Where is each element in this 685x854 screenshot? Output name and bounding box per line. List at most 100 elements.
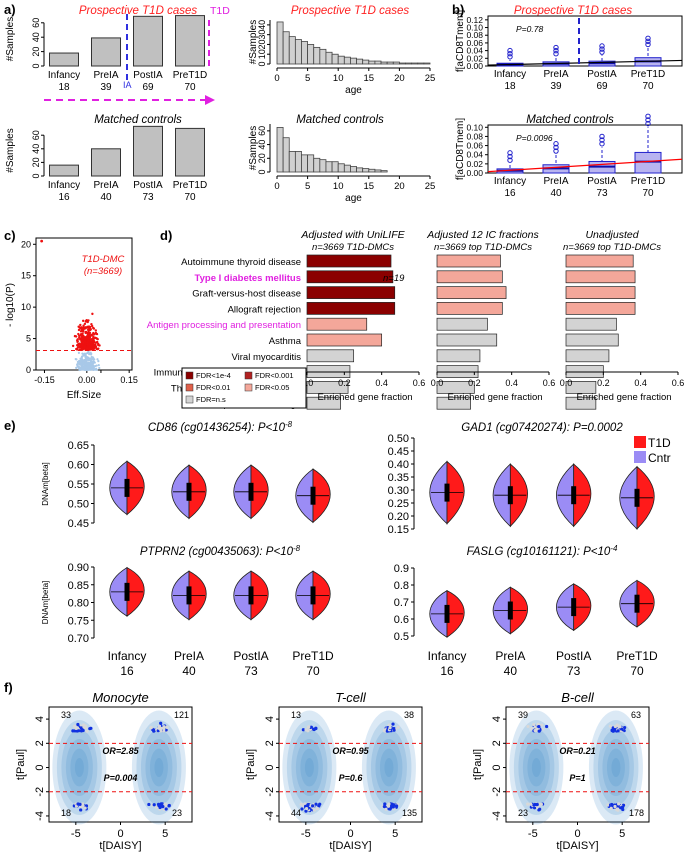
a-hist-bar <box>337 55 345 65</box>
f-point <box>540 723 544 727</box>
f-ytick-label: 0 <box>34 764 46 770</box>
c-point-dmc <box>92 341 95 345</box>
b-outlier <box>553 50 559 57</box>
e-ytick-label: 0.20 <box>388 511 409 523</box>
panel-d-label: d) <box>160 228 172 243</box>
f-point <box>615 723 619 727</box>
e-ytick-label: 0.75 <box>68 615 89 627</box>
a-bar-category: PreIA <box>93 180 118 191</box>
d-bar <box>436 396 471 410</box>
c-point-dmc <box>75 339 79 342</box>
c-point-dmc <box>81 339 84 342</box>
c-point-ns <box>81 352 84 355</box>
d-xtick-label: 0.4 <box>375 378 388 388</box>
b-ytick-label: 0.12 <box>466 15 483 25</box>
c-point-dmc <box>86 343 89 346</box>
e-ylabel: DNAm[beta] <box>41 581 50 625</box>
a-hist-ytick-label: 0 <box>257 169 267 174</box>
d-term-label: Autoimmune thyroid disease <box>181 257 301 268</box>
b-box <box>634 151 662 174</box>
f-xtick-label: -5 <box>71 828 81 840</box>
d-xlabel: Enriched gene fraction <box>447 392 542 403</box>
b-ytick-label: 0.10 <box>466 23 483 33</box>
f-ytick-label: -2 <box>264 787 276 797</box>
c-point-dmc <box>95 332 99 336</box>
f-point <box>158 805 162 810</box>
c-point-ns <box>94 367 98 370</box>
f-plot-title: T-cell <box>335 690 367 705</box>
e-plot-title: PTPRN2 (cg00435063): P<10-8 <box>140 544 301 559</box>
d-n19-label: n=19 <box>383 273 405 284</box>
e-plot-title-exponent: -8 <box>293 544 301 553</box>
e-ytick-label: 0.45 <box>388 446 409 458</box>
c-point-ns <box>75 366 78 369</box>
f-ytick-label: 4 <box>491 716 503 722</box>
f-point <box>532 723 536 727</box>
a-hist-xtick-label: 25 <box>425 181 436 192</box>
d-legend-swatch <box>185 371 194 380</box>
f-point <box>613 804 617 809</box>
c-point-dmc <box>79 323 82 327</box>
b-frame <box>487 15 683 67</box>
a-hist-bar <box>392 61 400 65</box>
f-ylabel: t[Paul] <box>15 749 27 780</box>
f-density <box>154 758 164 778</box>
c-point-dmc <box>90 333 94 337</box>
e-count: 70 <box>630 664 644 678</box>
a-hist-xtick-label: 10 <box>333 181 344 192</box>
f-point <box>71 729 75 733</box>
b-outlier <box>553 148 559 154</box>
f-point <box>167 804 171 808</box>
f-point <box>619 727 624 731</box>
b-box-top: f[aCD8Tmem] 0.000.020.040.060.080.100.12 P… <box>455 10 683 92</box>
e-ytick-label: 0.50 <box>388 433 409 445</box>
f-density <box>588 710 643 825</box>
c-point-dmc <box>90 324 94 328</box>
f-point <box>76 722 80 727</box>
e-ytick-label: 0.8 <box>394 580 409 592</box>
a-ylabel: #Samples <box>5 17 16 61</box>
c-point-dmc <box>86 328 90 332</box>
d-xtick-label: 0.2 <box>597 378 610 388</box>
a-hist-bar <box>343 56 351 65</box>
c-point-dmc <box>90 322 93 326</box>
d-bar <box>306 396 341 410</box>
f-point <box>541 727 545 731</box>
a-hist-bar <box>374 60 382 65</box>
f-point <box>610 802 614 807</box>
c-xtick-label: 0.15 <box>120 375 138 385</box>
f-point <box>79 808 83 812</box>
a-hist-bar <box>301 41 309 65</box>
c-point-dmc <box>93 344 96 348</box>
b-outlier <box>553 141 559 147</box>
e-ytick-label: 0.35 <box>388 472 409 484</box>
c-point-dmc <box>94 341 98 344</box>
f-point <box>149 726 153 730</box>
b-ytick-label: 0.08 <box>466 30 483 40</box>
a-hist-xtick-label: 25 <box>425 73 436 84</box>
a-ytick-label: 20 <box>31 157 41 167</box>
d-bar <box>306 381 349 394</box>
b-outlier <box>599 141 605 147</box>
a-hist-bar <box>374 169 382 173</box>
c-point-dmc <box>96 347 99 351</box>
f-point <box>304 806 309 811</box>
a-bar-count: 16 <box>58 192 70 203</box>
f-point <box>618 725 622 729</box>
c-point-dmc <box>92 331 95 335</box>
a-bar-category: Infancy <box>48 70 80 81</box>
f-point <box>163 802 167 806</box>
c-point-ns <box>77 351 81 354</box>
c-point-dmc <box>85 318 88 322</box>
a-t1d-marker-label: T1D <box>210 5 230 17</box>
b-trend-line <box>487 158 683 173</box>
c-point-dmc <box>86 336 90 340</box>
c-point-dmc <box>89 328 92 331</box>
f-count-tr: 38 <box>404 710 414 720</box>
e-ytick-label: 0.60 <box>68 460 89 472</box>
f-count-bl: 23 <box>518 808 528 818</box>
a-hist-bottom-title: Matched controls <box>296 114 384 126</box>
c-point-dmc <box>71 344 75 348</box>
c-point-ns <box>86 351 89 355</box>
f-point <box>152 803 156 807</box>
